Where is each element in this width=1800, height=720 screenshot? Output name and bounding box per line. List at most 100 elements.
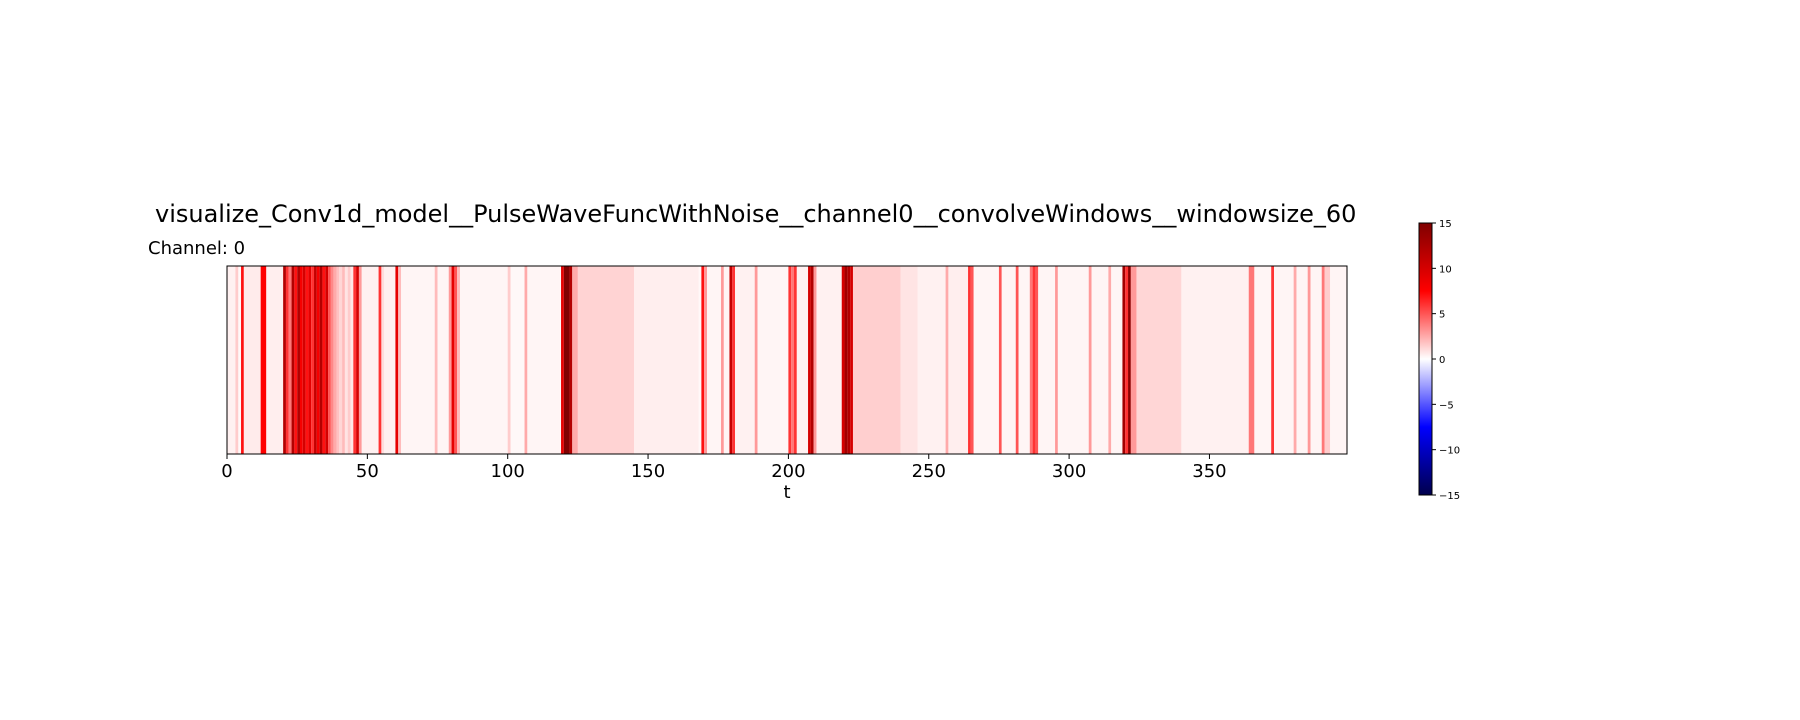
heatmap-cell [788, 266, 792, 454]
heatmap-cell [704, 266, 707, 454]
heatmap-cell [813, 266, 817, 454]
heatmap-cell [437, 266, 449, 454]
heatmap-cell [384, 266, 396, 454]
heatmap-cell [319, 266, 323, 454]
heatmap-cell [434, 266, 438, 454]
heatmap-cell [850, 266, 853, 454]
heatmap-cell [634, 266, 699, 454]
heatmap-cell [1032, 266, 1036, 454]
heatmap-cell [754, 266, 758, 454]
heatmap-cell [794, 266, 797, 454]
heatmap-cell [701, 266, 705, 454]
heatmap-cell [381, 266, 385, 454]
heatmap-cell [311, 266, 315, 454]
heatmap-cell [336, 266, 340, 454]
heatmap-cell [1330, 266, 1347, 454]
heatmap-cell [1001, 266, 1016, 454]
heatmap-cell [339, 266, 343, 454]
heatmap-cell [723, 266, 730, 454]
heatmap-cell [361, 266, 379, 454]
heatmap-cell [401, 266, 435, 454]
heatmap-cell [1029, 266, 1033, 454]
heatmap-cell [572, 266, 578, 454]
heatmap-cell [973, 266, 999, 454]
heatmap-cell [1122, 266, 1126, 454]
heatmap-cell [322, 266, 326, 454]
heatmap-cell [791, 266, 795, 454]
heatmap-cell [1324, 266, 1331, 454]
heatmap-cell [378, 266, 382, 454]
heatmap-cell [241, 266, 244, 454]
heatmap-cell [1015, 266, 1019, 454]
x-tick-label: 200 [771, 461, 805, 482]
heatmap-cell [283, 266, 286, 454]
heatmap-cells [227, 266, 1347, 454]
heatmap-cell [1136, 266, 1182, 454]
heatmap-cell [448, 266, 452, 454]
heatmap-cell [1108, 266, 1112, 454]
heatmap-cell [243, 266, 261, 454]
heatmap-cell [260, 266, 267, 454]
colorbar [1418, 222, 1433, 496]
heatmap-cell [451, 266, 455, 454]
heatmap-cell [998, 266, 1002, 454]
heatmap-cell [454, 266, 458, 454]
colorbar-axis: 15 10 5 0 −5 −10 −15 [1432, 219, 1460, 502]
heatmap-cell [358, 266, 362, 454]
heatmap-cell [1088, 266, 1092, 454]
heatmap-cell [945, 266, 949, 454]
heatmap-cell [266, 266, 284, 454]
heatmap-cell [1274, 266, 1294, 454]
heatmap-cell [1038, 266, 1056, 454]
heatmap-cell [577, 266, 635, 454]
x-tick-label: 50 [356, 461, 379, 482]
heatmap-cell [294, 266, 298, 454]
heatmap-cell [1307, 266, 1311, 454]
heatmap-cell [1310, 266, 1322, 454]
x-tick-label: 300 [1052, 461, 1086, 482]
colorbar-tick-label: −5 [1439, 400, 1454, 411]
heatmap-cell [816, 266, 842, 454]
heatmap-cell [510, 266, 525, 454]
heatmap-cell [721, 266, 724, 454]
heatmap-cell [285, 266, 289, 454]
heatmap-cell [299, 266, 303, 454]
heatmap-cell [325, 266, 329, 454]
heatmap-cell [561, 266, 564, 454]
heatmap-cell [235, 266, 239, 454]
heatmap-cell [970, 266, 974, 454]
heatmap-cell [347, 266, 351, 454]
heatmap-cell [735, 266, 755, 454]
heatmap-cell [841, 266, 845, 454]
heatmap-cell [330, 266, 334, 454]
heatmap-cell [314, 266, 317, 454]
heatmap-cell [1321, 266, 1325, 454]
x-axis-label: t [783, 482, 790, 503]
heatmap-cell [302, 266, 306, 454]
heatmap-cell [227, 266, 236, 454]
heatmap-cell [291, 266, 295, 454]
heatmap-cell [796, 266, 809, 454]
heatmap-cell [457, 266, 460, 454]
heatmap-cell [563, 266, 570, 454]
heatmap-cell [729, 266, 733, 454]
heatmap-cell [527, 266, 562, 454]
heatmap-cell [1091, 266, 1109, 454]
heatmap-cell [308, 266, 312, 454]
heatmap-cell [1130, 266, 1137, 454]
heatmap-cell [1254, 266, 1272, 454]
colorbar-tick-label: 10 [1439, 264, 1452, 275]
heatmap-cell [1035, 266, 1039, 454]
heatmap-cell [507, 266, 511, 454]
heatmap-cell [1271, 266, 1275, 454]
x-tick-label: 250 [912, 461, 946, 482]
colorbar-tick-label: 5 [1439, 310, 1445, 321]
heatmap-cell [810, 266, 814, 454]
x-tick-label: 100 [491, 461, 525, 482]
heatmap-cell [1296, 266, 1308, 454]
heatmap-cell [297, 266, 300, 454]
colorbar-tick-label: 15 [1439, 219, 1452, 230]
heatmap-cell [398, 266, 402, 454]
heatmap-cell [1055, 266, 1058, 454]
